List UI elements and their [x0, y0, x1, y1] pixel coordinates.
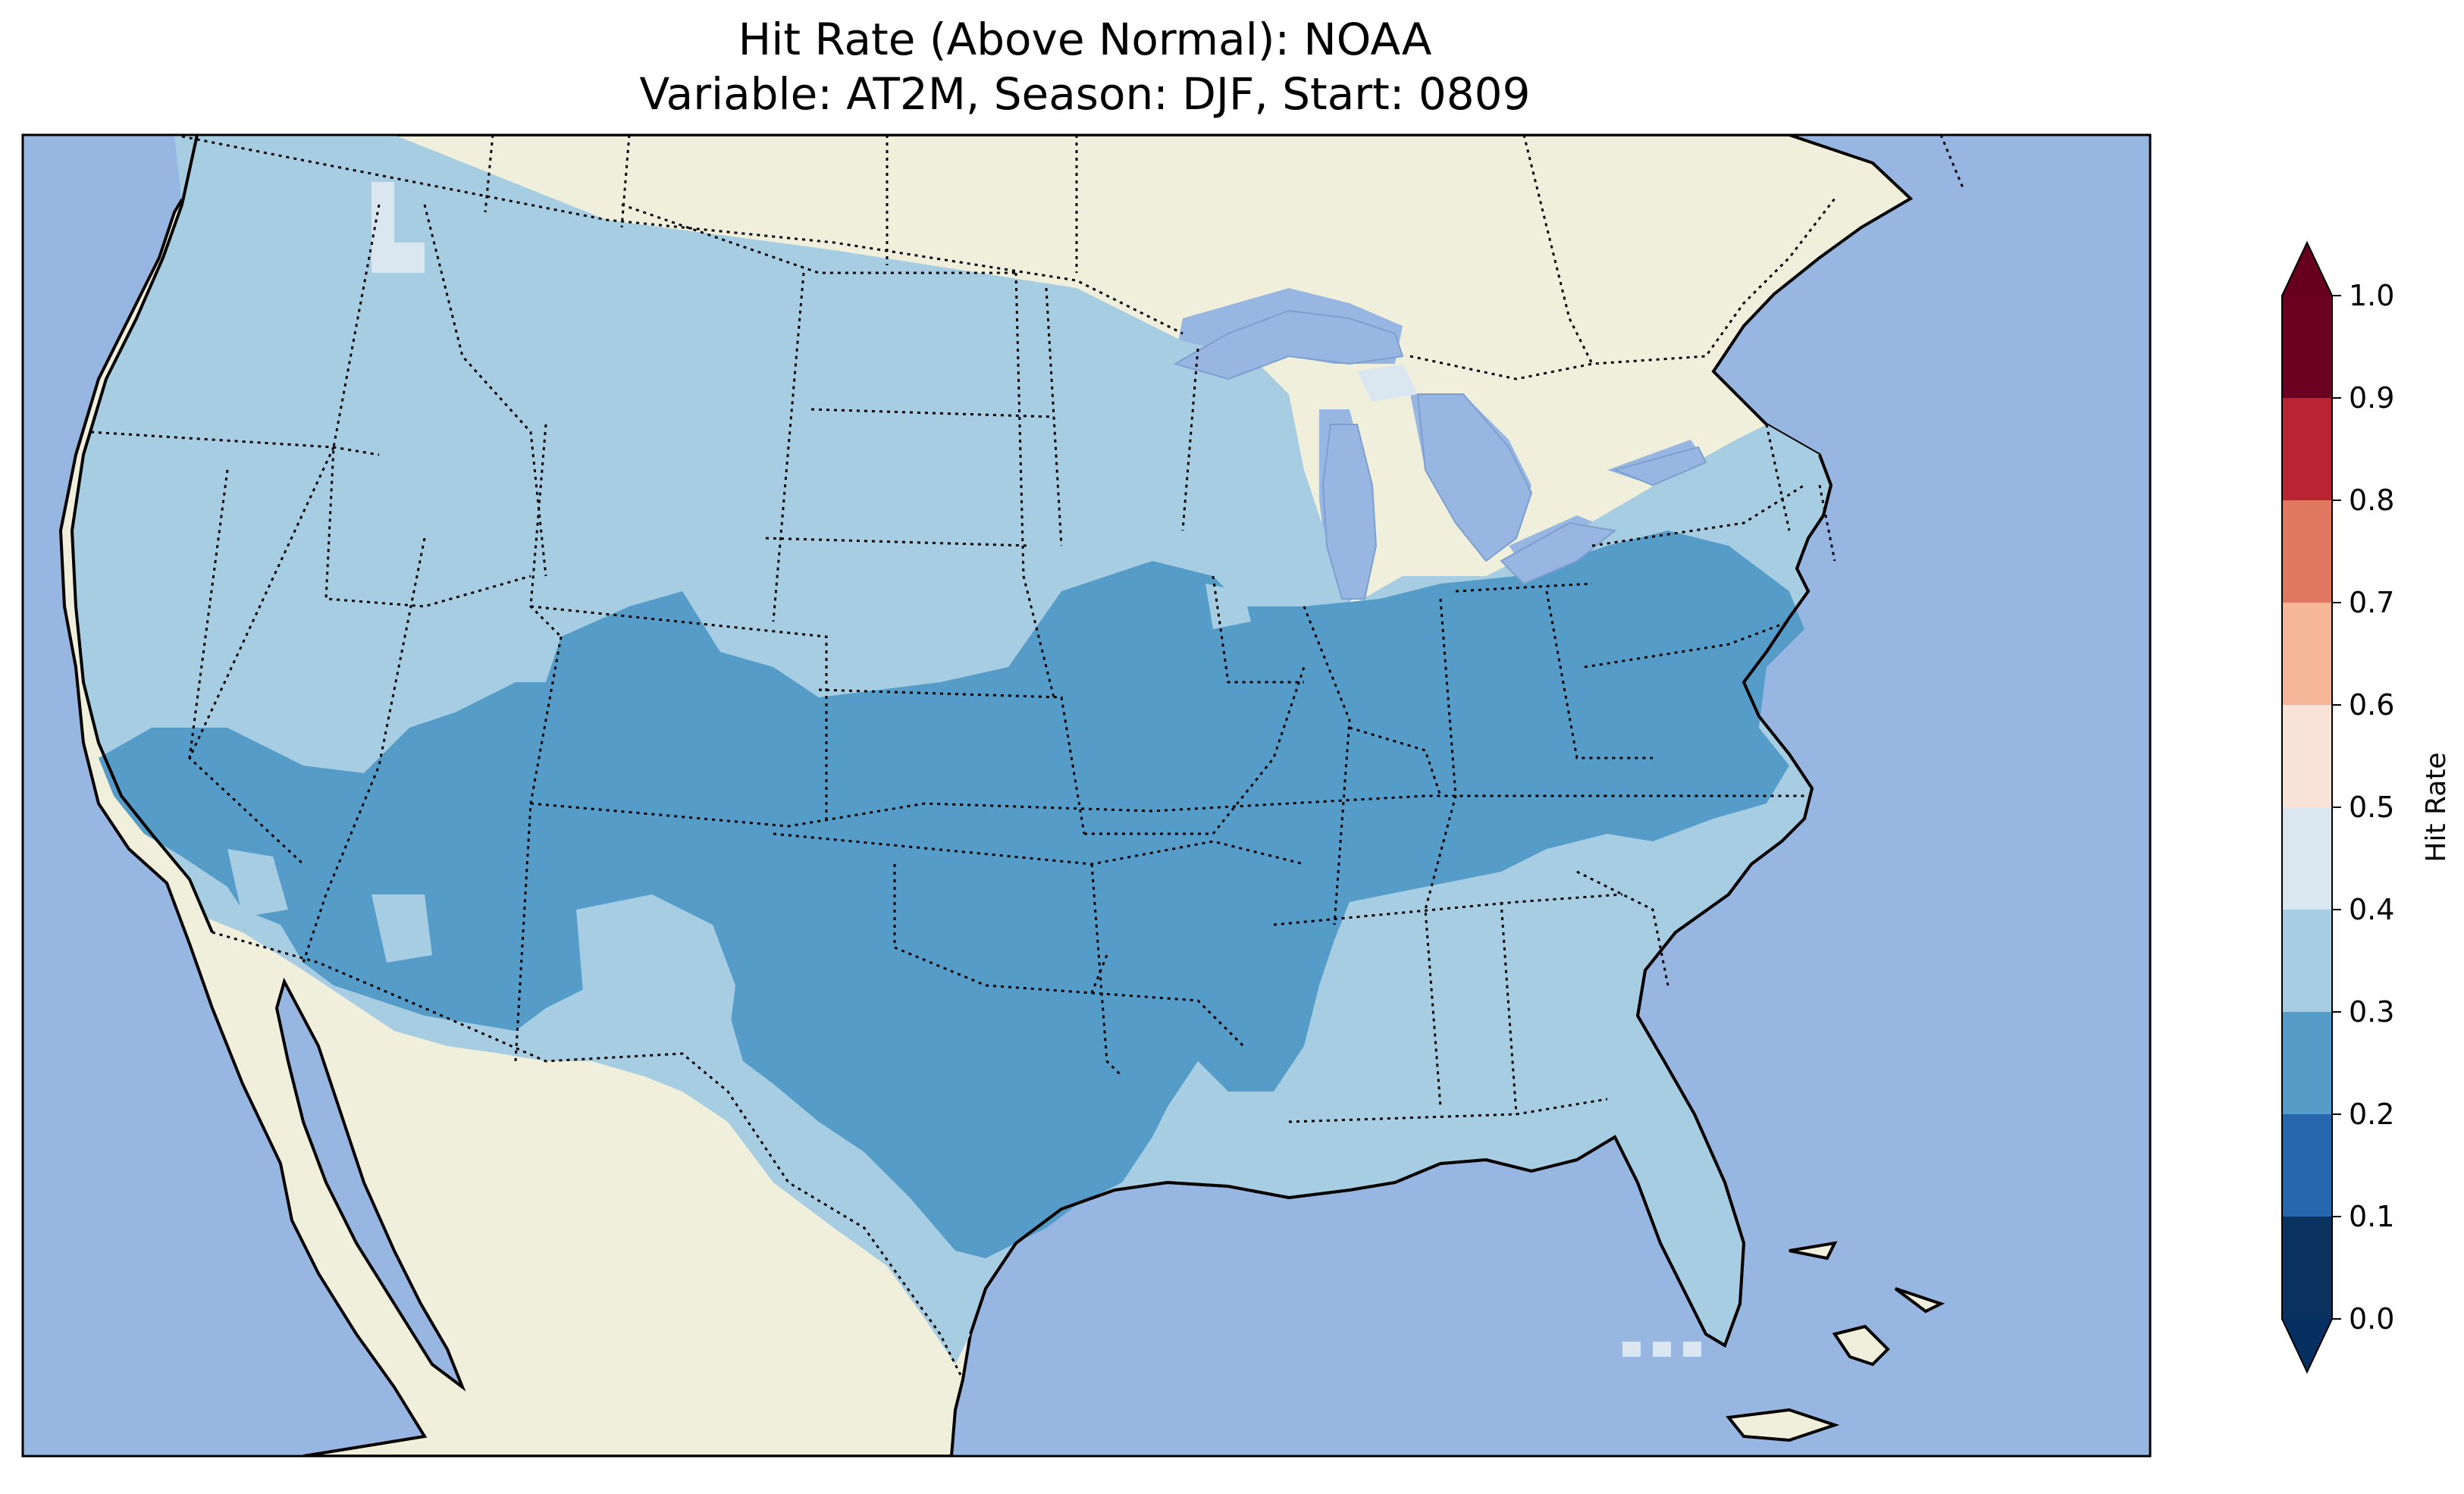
colorbar-tick-label: 0.1: [2349, 1200, 2394, 1233]
colorbar-tick-label: 0.5: [2349, 791, 2394, 824]
hit-rate-pockets-0.3-0.4: [227, 584, 1668, 1114]
colorbar-bin: [2282, 910, 2332, 1012]
colorbar-extend-max: [2282, 243, 2332, 296]
colorbar-tick-label: 1.0: [2349, 279, 2394, 312]
colorbar-bin: [2282, 500, 2332, 603]
colorbar-tick-label: 0.2: [2349, 1098, 2394, 1131]
colorbar-bin: [2282, 398, 2332, 500]
colorbar-bin: [2282, 1217, 2332, 1319]
state-borders: [90, 203, 1836, 1123]
colorbar-tick-label: 0.0: [2349, 1302, 2394, 1336]
great-lakes-overlay: [1173, 309, 1707, 600]
colorbar-tick-label: 0.6: [2349, 688, 2394, 722]
map-title-line-1: Hit Rate (Above Normal): NOAA: [738, 14, 1432, 65]
colorbar-bin: [2282, 807, 2332, 910]
colorbar-tick-label: 0.8: [2349, 484, 2394, 517]
colorbar-tick-label: 0.7: [2349, 586, 2394, 619]
country-borders: [181, 135, 1965, 1380]
map-canvas: [23, 135, 2150, 1456]
caribbean-islands: [1726, 1241, 1945, 1442]
colorbar-tick-label: 0.3: [2349, 995, 2394, 1029]
colorbar-tick-label: 0.4: [2349, 893, 2394, 926]
map-frame: [21, 133, 2152, 1458]
gulf-of-california: [274, 977, 466, 1392]
colorbar-extend-min: [2282, 1319, 2332, 1372]
colorbar-bin: [2282, 1012, 2332, 1114]
coastlines: [70, 135, 1833, 1347]
colorbar-bin: [2282, 603, 2332, 705]
colorbar-tick-label: 0.9: [2349, 381, 2394, 415]
hit-rate-region-0.2-0.3: [99, 531, 1804, 1258]
colorbar: 0.0 0.1 0.2 0.3 0.4 0.5 0.6 0.7 0.8 0.9 1.0 Hit Rat…: [2281, 240, 2452, 1374]
colorbar-bin: [2282, 705, 2332, 807]
colorbar-bin: [2282, 1114, 2332, 1217]
colorbar-bin: [2282, 296, 2332, 398]
map-title-line-2: Variable: AT2M, Season: DJF, Start: 0809: [639, 68, 1531, 120]
colorbar-label: Hit Rate: [2421, 752, 2452, 862]
